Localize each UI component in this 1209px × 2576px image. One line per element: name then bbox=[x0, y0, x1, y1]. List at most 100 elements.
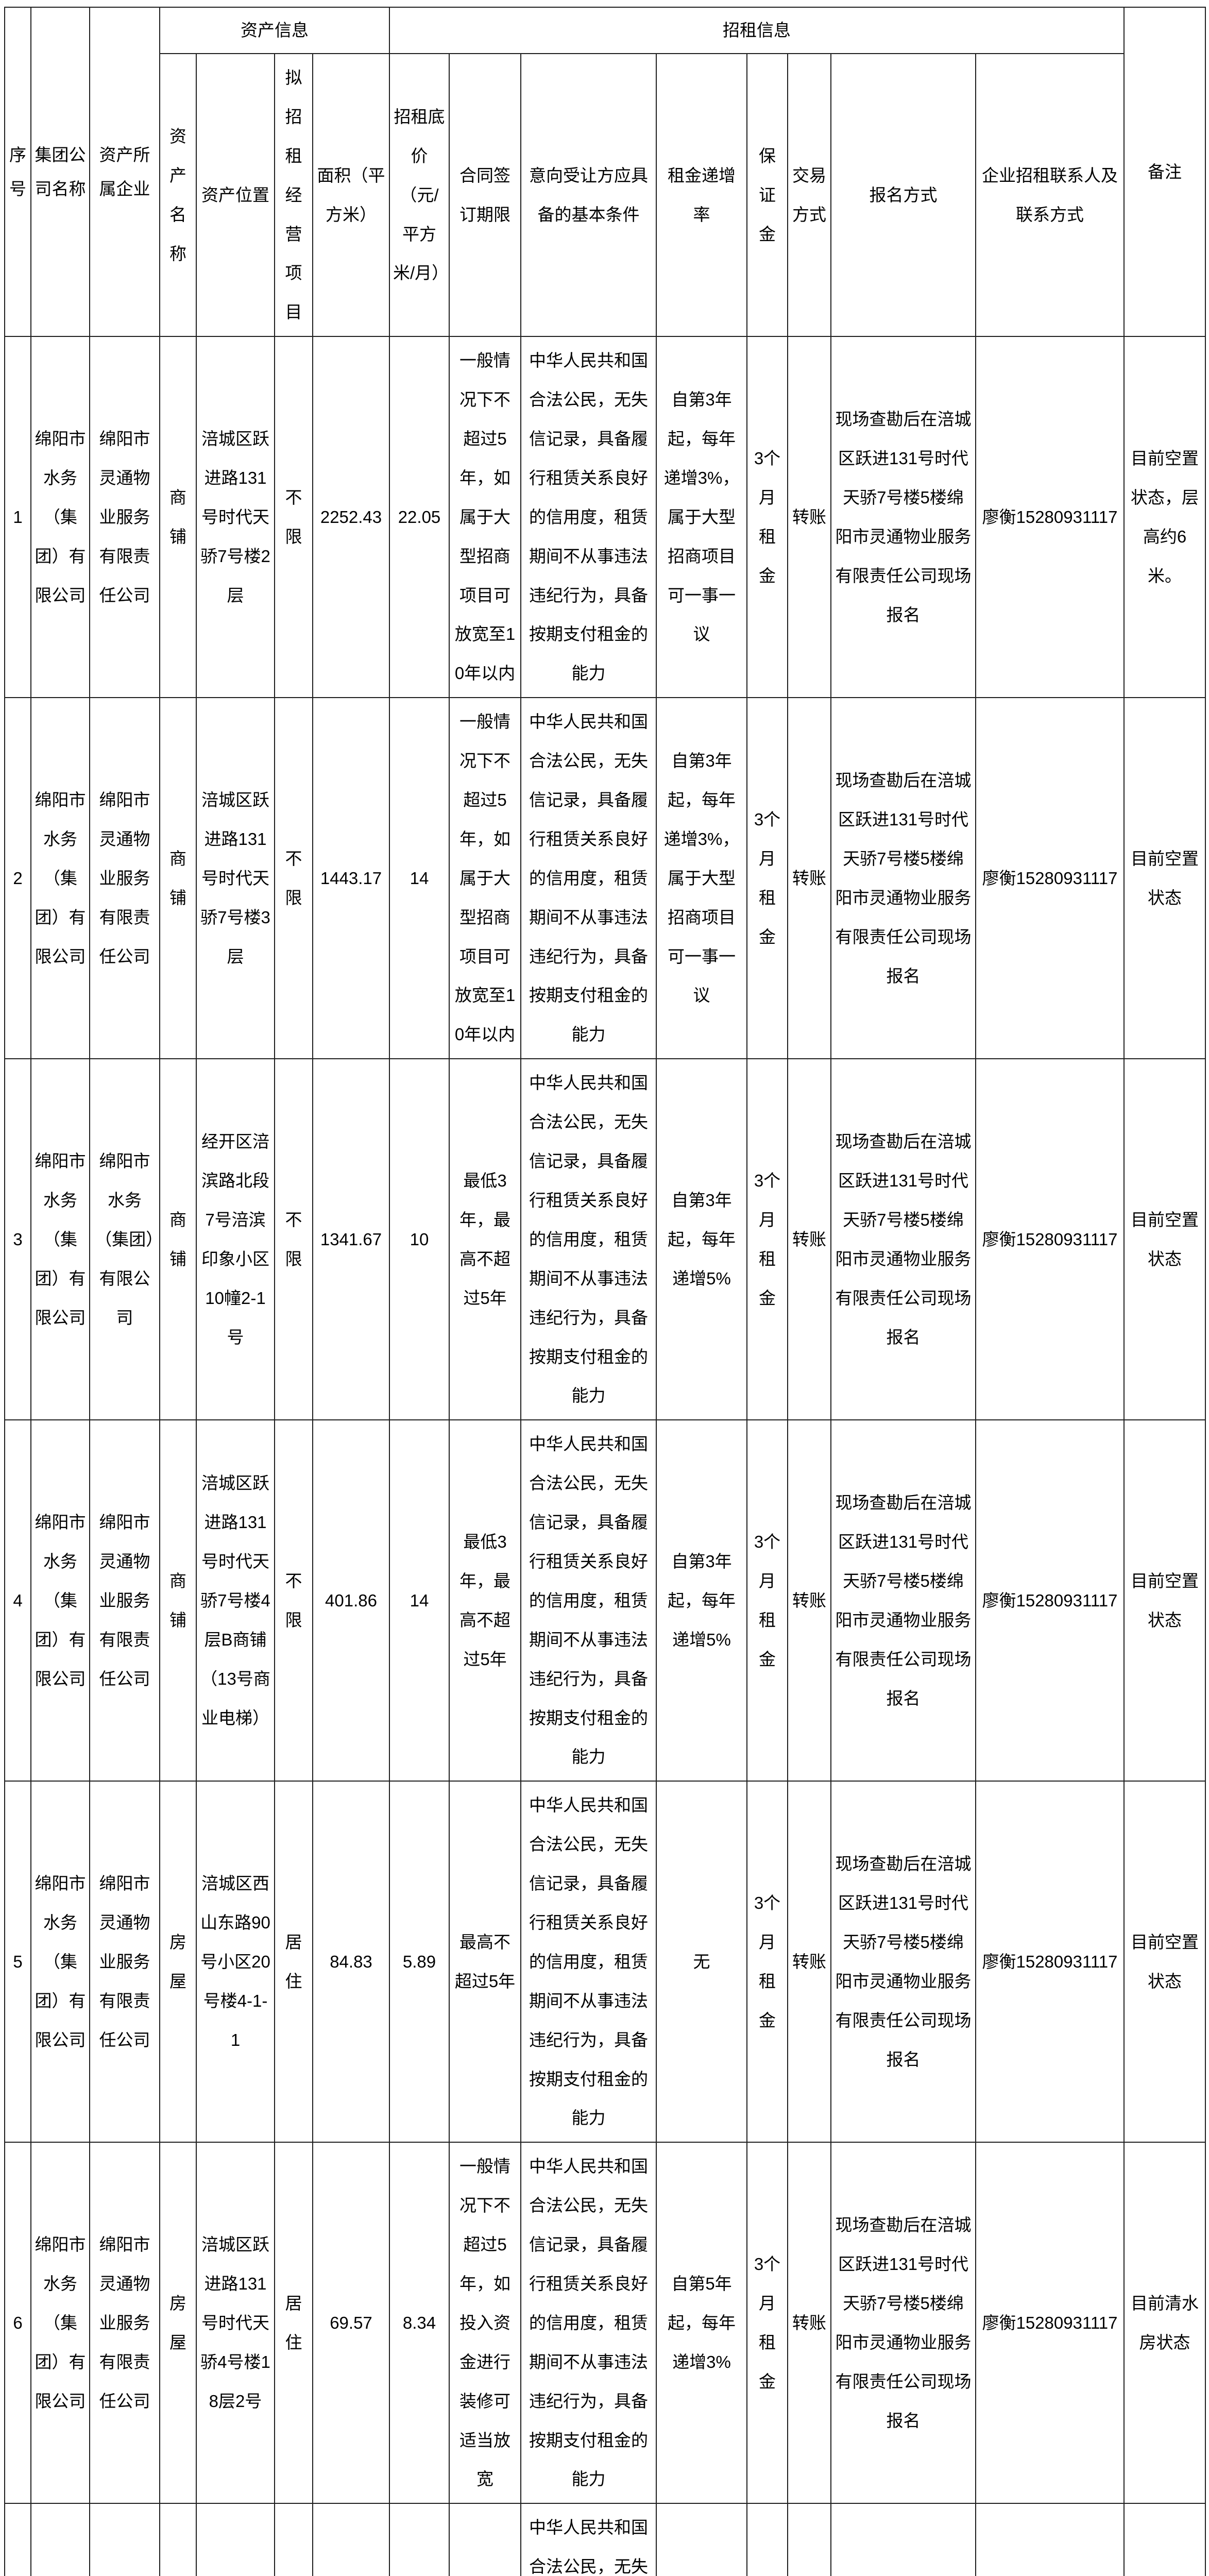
cell-asset-name: 房屋 bbox=[159, 1781, 197, 2143]
cell-business: 居住 bbox=[274, 2503, 313, 2576]
cell-business: 不限 bbox=[274, 697, 313, 1060]
cell-signup: 现场查勘后在涪城区跃进131号时代天骄7号楼5楼绵阳市灵通物业服务有限责任公司现… bbox=[830, 1058, 976, 1421]
cell-price: 5.89 bbox=[389, 1781, 450, 2143]
cell-price: 8.34 bbox=[389, 2142, 450, 2504]
cell-deposit: 3个月租金 bbox=[746, 1419, 788, 1782]
table-row: 1 绵阳市水务（集团）有限公司 绵阳市灵通物业服务有限责任公司 商铺 涪城区跃进… bbox=[4, 336, 1206, 699]
table-row: 2 绵阳市水务（集团）有限公司 绵阳市灵通物业服务有限责任公司 商铺 涪城区跃进… bbox=[4, 697, 1206, 1060]
cell-business: 居住 bbox=[274, 1781, 313, 2143]
cell-term: 一般情况下不超过5年，如投入资金进行装修可适当放宽 bbox=[449, 2142, 521, 2504]
cell-term: 一般情况下不超过5年，如属于大型招商项目可放宽至10年以内 bbox=[449, 697, 521, 1060]
header-deposit: 保证金 bbox=[746, 53, 788, 337]
cell-conditions: 中华人民共和国合法公民，无失信记录，具备履行租赁关系良好的信用度，租赁期间不从事… bbox=[520, 2142, 657, 2504]
cell-contact: 廖衡15280931117 bbox=[975, 336, 1125, 699]
header-contact: 企业招租联系人及联系方式 bbox=[975, 53, 1125, 337]
cell-price: 12 bbox=[389, 2503, 450, 2576]
cell-contact: 廖衡15280931117 bbox=[975, 1419, 1125, 1782]
cell-remark: 目前空置状态 bbox=[1123, 1781, 1206, 2143]
cell-signup: 现场查勘后在涪城区跃进131号时代天骄7号楼5楼绵阳市灵通物业服务有限责任公司现… bbox=[830, 2503, 976, 2576]
table-row: 7 绵阳市水务（集团）有限公司 绵阳市灵通物业服务有限责任公司 房屋 涪城区跃进… bbox=[4, 2503, 1206, 2576]
cell-asset-name: 房屋 bbox=[159, 2503, 197, 2576]
cell-business: 居住 bbox=[274, 2142, 313, 2504]
header-seq: 序号 bbox=[4, 6, 31, 337]
cell-enterprise: 绵阳市灵通物业服务有限责任公司 bbox=[89, 2142, 160, 2504]
cell-remark: 目前空置状态 bbox=[1123, 1419, 1206, 1782]
header-remark: 备注 bbox=[1123, 6, 1206, 337]
header-area: 面积（平方米） bbox=[312, 53, 390, 337]
cell-group: 绵阳市水务（集团）有限公司 bbox=[30, 1781, 90, 2143]
cell-deposit: 3个月租金 bbox=[746, 697, 788, 1060]
cell-business: 不限 bbox=[274, 1058, 313, 1421]
cell-increase: 自第3年起，每年递增5% bbox=[656, 1058, 747, 1421]
header-planned-business: 拟招租经营项目 bbox=[274, 53, 313, 337]
cell-remark: 目前空置状态 bbox=[1123, 1058, 1206, 1421]
header-rental-info: 招租信息 bbox=[389, 7, 1125, 54]
cell-area: 135 bbox=[312, 2503, 390, 2576]
cell-increase: 租金自第3年起递增3% bbox=[656, 2503, 747, 2576]
cell-term: 最低3年，最高不超过5年 bbox=[449, 1419, 521, 1782]
header-floor-price: 招租底价（元/平方米/月） bbox=[389, 53, 450, 337]
cell-trade: 转账 bbox=[787, 1058, 831, 1421]
cell-location: 涪城区跃进路131号时代天骄7号楼2层 bbox=[196, 336, 275, 699]
cell-price: 22.05 bbox=[389, 336, 450, 699]
header-group-company: 集团公司名称 bbox=[30, 6, 90, 337]
cell-enterprise: 绵阳市灵通物业服务有限责任公司 bbox=[89, 697, 160, 1060]
cell-conditions: 中华人民共和国合法公民，无失信记录，具备履行租赁关系良好的信用度，租赁期间不从事… bbox=[520, 1419, 657, 1782]
cell-trade: 转账 bbox=[787, 1419, 831, 1782]
header-rent-increase: 租金递增率 bbox=[656, 53, 747, 337]
cell-signup: 现场查勘后在涪城区跃进131号时代天骄7号楼5楼绵阳市灵通物业服务有限责任公司现… bbox=[830, 336, 976, 699]
cell-location: 涪城区西山东路90号小区20号楼4-1-1 bbox=[196, 1781, 275, 2143]
cell-deposit: 3个月租金 bbox=[746, 336, 788, 699]
cell-asset-name: 商铺 bbox=[159, 1419, 197, 1782]
cell-conditions: 中华人民共和国合法公民，无失信记录，具备履行租赁关系良好的信用度，租赁期间不从事… bbox=[520, 1058, 657, 1421]
cell-area: 401.86 bbox=[312, 1419, 390, 1782]
cell-signup: 现场查勘后在涪城区跃进131号时代天骄7号楼5楼绵阳市灵通物业服务有限责任公司现… bbox=[830, 1419, 976, 1782]
cell-term: 一般情况下不超过5年，如属于大型招商项目可放宽至10年以内 bbox=[449, 336, 521, 699]
header-asset-info: 资产信息 bbox=[159, 7, 390, 54]
cell-enterprise: 绵阳市灵通物业服务有限责任公司 bbox=[89, 1781, 160, 2143]
cell-contact: 廖衡15280931117 bbox=[975, 2142, 1125, 2504]
header-owner-enterprise: 资产所属企业 bbox=[89, 6, 160, 337]
cell-deposit: 3个月租金 bbox=[746, 1058, 788, 1421]
cell-group: 绵阳市水务（集团）有限公司 bbox=[30, 1419, 90, 1782]
cell-term: 最高不超过5年 bbox=[449, 1781, 521, 2143]
cell-deposit: 3个月租金 bbox=[746, 2142, 788, 2504]
table-row: 4 绵阳市水务（集团）有限公司 绵阳市灵通物业服务有限责任公司 商铺 涪城区跃进… bbox=[4, 1419, 1206, 1782]
cell-contact: 廖衡15280931117 bbox=[975, 1781, 1125, 2143]
header-asset-name: 资产名称 bbox=[159, 53, 197, 337]
cell-business: 不限 bbox=[274, 336, 313, 699]
cell-seq: 5 bbox=[4, 1781, 31, 2143]
cell-asset-name: 商铺 bbox=[159, 1058, 197, 1421]
cell-trade: 转账 bbox=[787, 336, 831, 699]
cell-price: 14 bbox=[389, 1419, 450, 1782]
cell-signup: 现场查勘后在涪城区跃进131号时代天骄7号楼5楼绵阳市灵通物业服务有限责任公司现… bbox=[830, 2142, 976, 2504]
cell-price: 10 bbox=[389, 1058, 450, 1421]
cell-area: 1341.67 bbox=[312, 1058, 390, 1421]
cell-area: 69.57 bbox=[312, 2142, 390, 2504]
cell-remark: 目前空置状态，层高约6米。 bbox=[1123, 336, 1206, 699]
cell-increase: 自第3年起，每年递增3%，属于大型招商项目可一事一议 bbox=[656, 697, 747, 1060]
cell-seq: 3 bbox=[4, 1058, 31, 1421]
cell-asset-name: 商铺 bbox=[159, 697, 197, 1060]
cell-location: 涪城区跃进路131号时代天骄5号楼710、711、911 bbox=[196, 2503, 275, 2576]
cell-asset-name: 商铺 bbox=[159, 336, 197, 699]
cell-signup: 现场查勘后在涪城区跃进131号时代天骄7号楼5楼绵阳市灵通物业服务有限责任公司现… bbox=[830, 697, 976, 1060]
cell-contact: 廖衡15280931117 bbox=[975, 1058, 1125, 1421]
cell-trade: 转账 bbox=[787, 697, 831, 1060]
cell-group: 绵阳市水务（集团）有限公司 bbox=[30, 2142, 90, 2504]
cell-enterprise: 绵阳市灵通物业服务有限责任公司 bbox=[89, 1419, 160, 1782]
cell-location: 经开区涪滨路北段7号涪滨印象小区10幢2-1号 bbox=[196, 1058, 275, 1421]
header-asset-location: 资产位置 bbox=[196, 53, 275, 337]
cell-remark: 单套约45㎡，目前空置状态，可整租和分租 bbox=[1123, 2503, 1206, 2576]
cell-conditions: 中华人民共和国合法公民，无失信记录，具备履行租赁关系良好的信用度，租赁期间不从事… bbox=[520, 2503, 657, 2576]
cell-area: 84.83 bbox=[312, 1781, 390, 2143]
cell-seq: 2 bbox=[4, 697, 31, 1060]
cell-business: 不限 bbox=[274, 1419, 313, 1782]
table-row: 3 绵阳市水务（集团）有限公司 绵阳市水务（集团）有限公司 商铺 经开区涪滨路北… bbox=[4, 1058, 1206, 1421]
cell-area: 2252.43 bbox=[312, 336, 390, 699]
cell-seq: 7 bbox=[4, 2503, 31, 2576]
cell-enterprise: 绵阳市灵通物业服务有限责任公司 bbox=[89, 336, 160, 699]
cell-group: 绵阳市水务（集团）有限公司 bbox=[30, 1058, 90, 1421]
cell-price: 14 bbox=[389, 697, 450, 1060]
